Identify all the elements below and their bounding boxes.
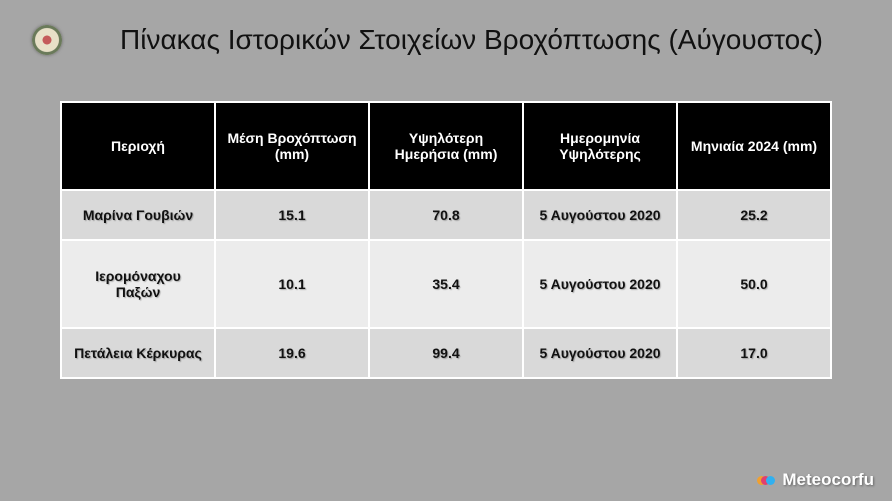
rainfall-table: Περιοχή Μέση Βροχόπτωση (mm) Υψηλότερη Η… (60, 101, 832, 379)
cell-highest: 70.8 (368, 189, 524, 241)
table-row: Ιερομόναχου Παξών 10.1 35.4 5 Αυγούστου … (60, 239, 832, 329)
cell-date: 5 Αυγούστου 2020 (522, 327, 678, 379)
table-row: Πετάλεια Κέρκυρας 19.6 99.4 5 Αυγούστου … (60, 327, 832, 379)
header-area: Περιοχή (60, 101, 216, 191)
header-monthly-2024: Μηνιαία 2024 (mm) (676, 101, 832, 191)
cell-monthly: 50.0 (676, 239, 832, 329)
meteocorfu-logo-icon (757, 474, 777, 486)
table-row: Μαρίνα Γουβιών 15.1 70.8 5 Αυγούστου 202… (60, 189, 832, 241)
cell-date: 5 Αυγούστου 2020 (522, 239, 678, 329)
cell-date: 5 Αυγούστου 2020 (522, 189, 678, 241)
cell-mean: 15.1 (214, 189, 370, 241)
header-highest-daily: Υψηλότερη Ημερήσια (mm) (368, 101, 524, 191)
cell-monthly: 17.0 (676, 327, 832, 379)
cell-highest: 99.4 (368, 327, 524, 379)
brand-name: Meteocorfu (782, 470, 874, 489)
header-highest-date: Ημερομηνία Υψηλότερης (522, 101, 678, 191)
cell-area: Πετάλεια Κέρκυρας (60, 327, 216, 379)
emblem-logo (32, 25, 62, 55)
cell-mean: 19.6 (214, 327, 370, 379)
cell-area: Ιερομόναχου Παξών (60, 239, 216, 329)
header-mean-rainfall: Μέση Βροχόπτωση (mm) (214, 101, 370, 191)
cell-mean: 10.1 (214, 239, 370, 329)
cell-monthly: 25.2 (676, 189, 832, 241)
table-header-row: Περιοχή Μέση Βροχόπτωση (mm) Υψηλότερη Η… (60, 101, 832, 191)
page-title: Πίνακας Ιστορικών Στοιχείων Βροχόπτωσης … (120, 24, 824, 55)
cell-highest: 35.4 (368, 239, 524, 329)
brand-watermark: Meteocorfu (757, 470, 874, 490)
cell-area: Μαρίνα Γουβιών (60, 189, 216, 241)
